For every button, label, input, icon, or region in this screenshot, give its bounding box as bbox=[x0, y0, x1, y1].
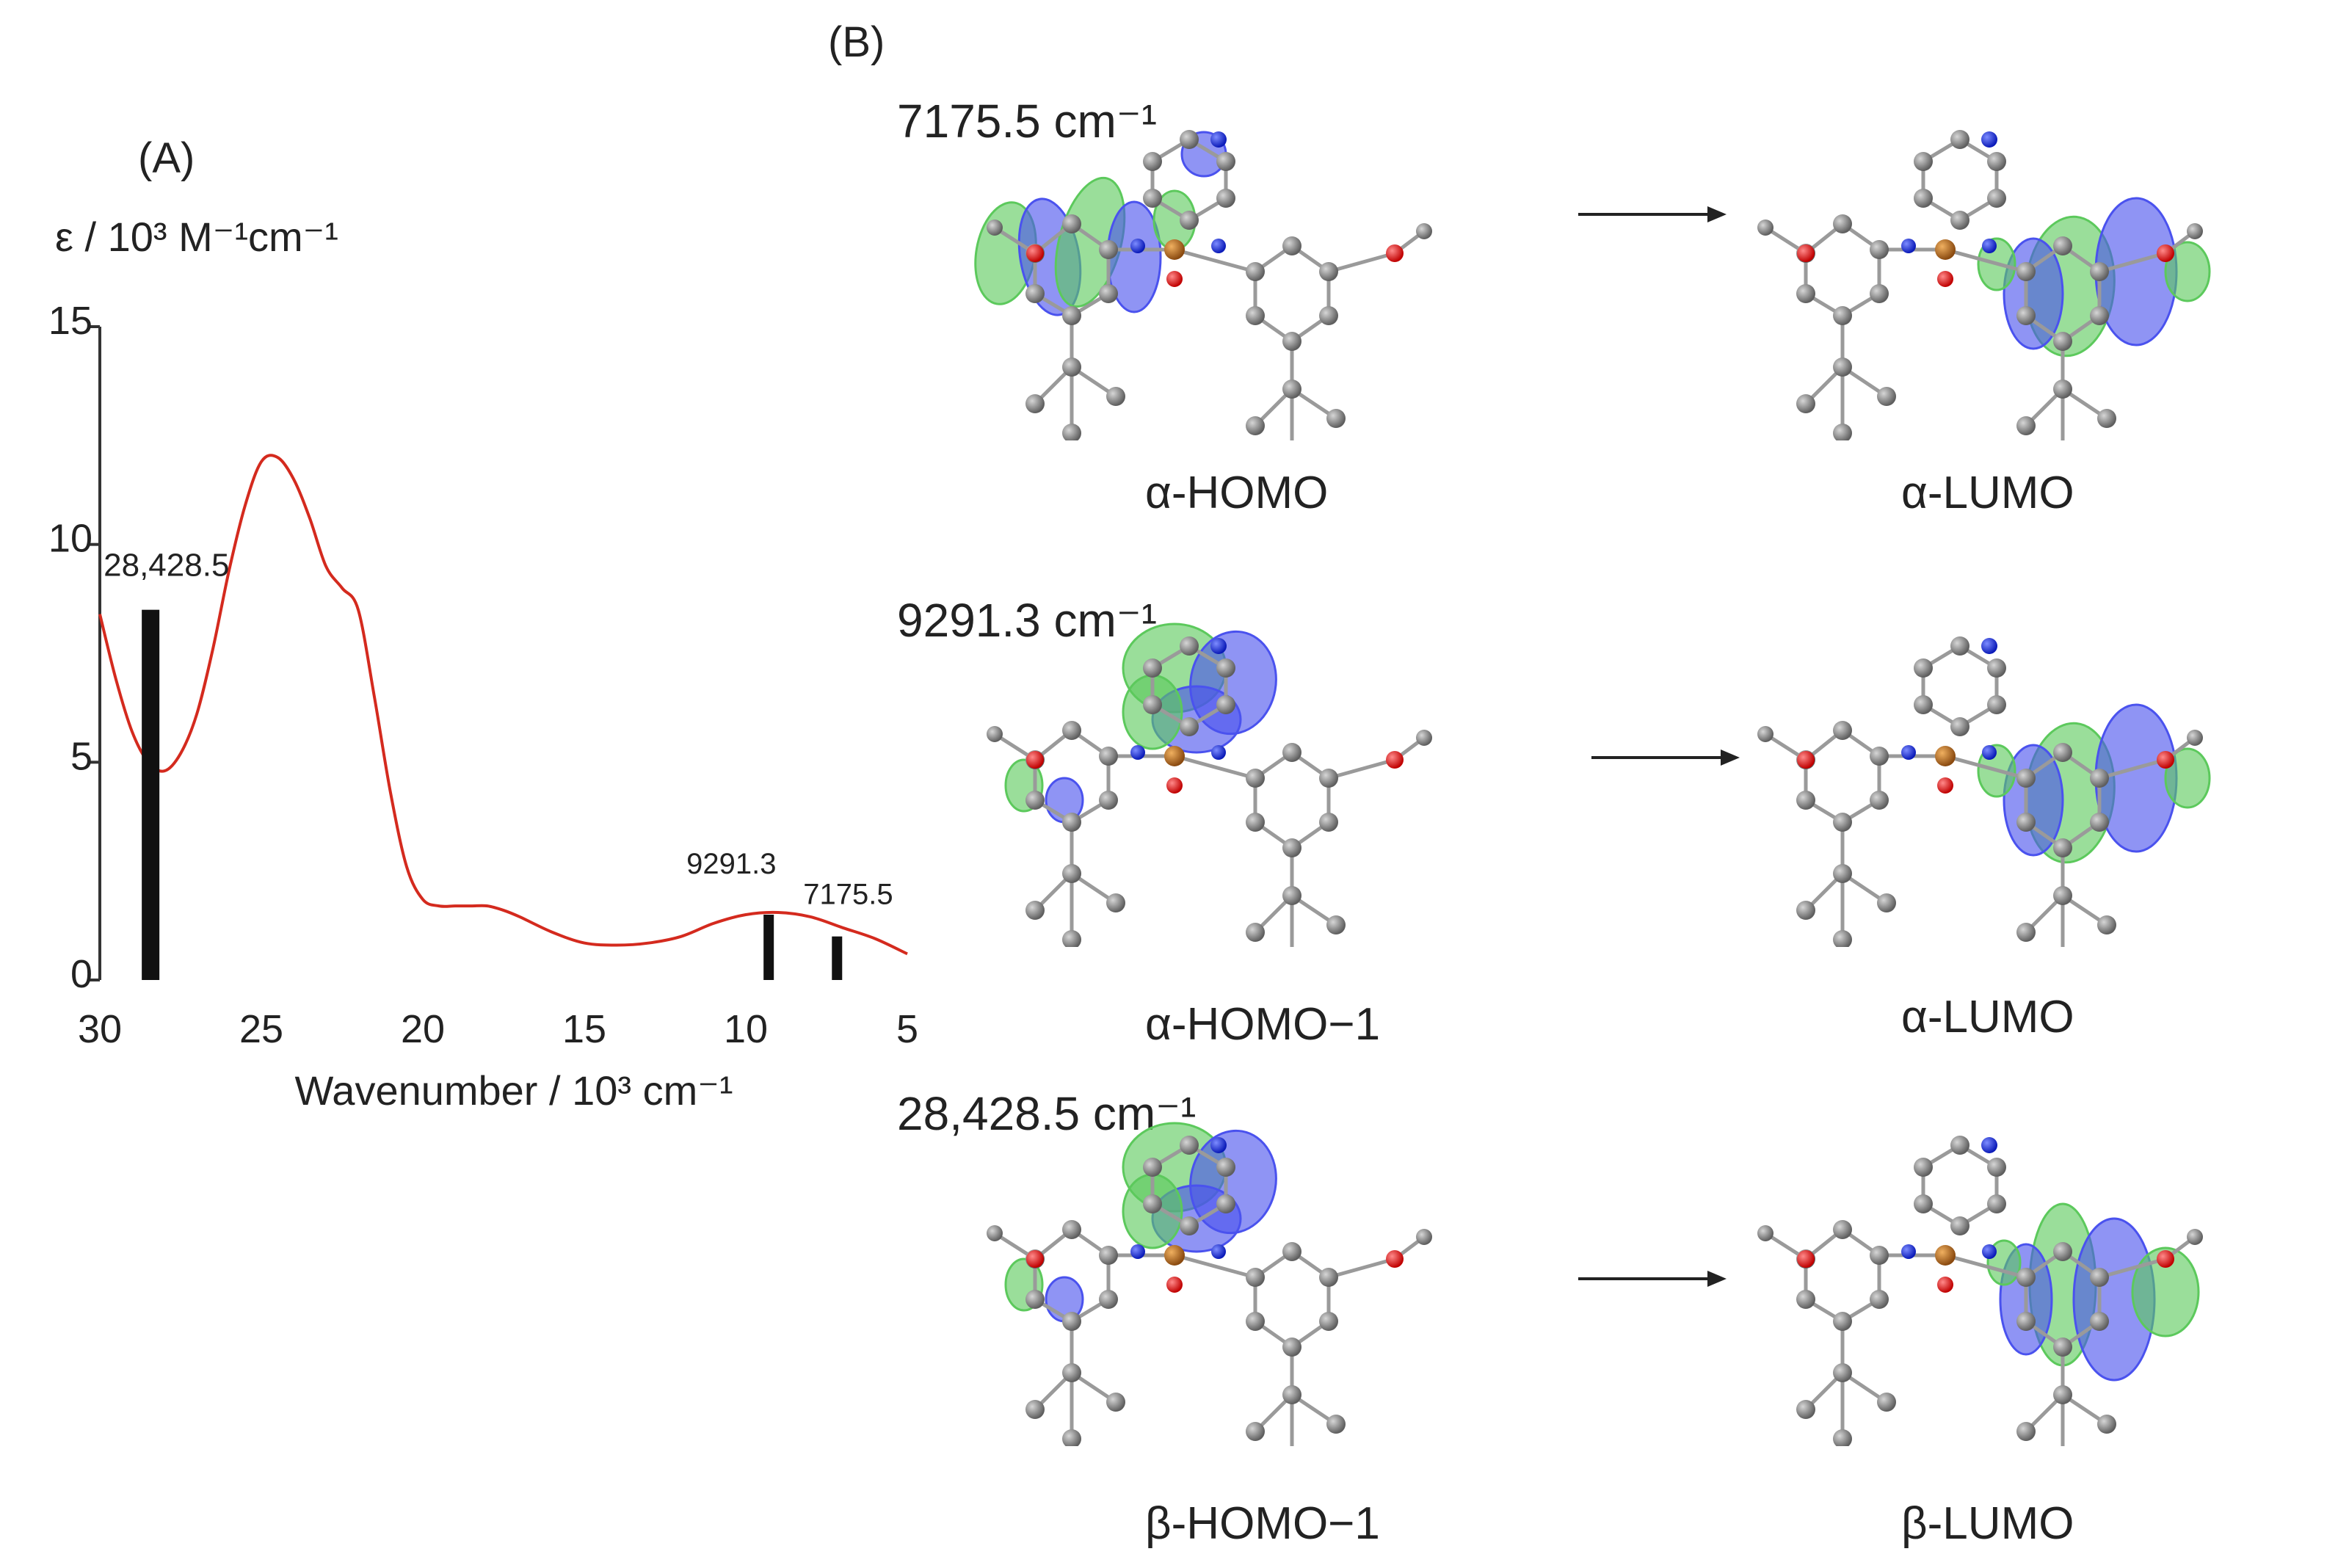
x-tick-label: 5 bbox=[896, 1007, 918, 1051]
transition-stick bbox=[832, 936, 843, 980]
transition-stick bbox=[142, 609, 160, 980]
arrow-head-icon bbox=[1721, 749, 1740, 766]
transition-arrow bbox=[1591, 756, 1724, 759]
spectrum-line bbox=[98, 454, 908, 956]
x-tick-label: 15 bbox=[562, 1007, 606, 1051]
y-tick-label: 5 bbox=[70, 734, 92, 778]
arrow-head-icon bbox=[1707, 1271, 1727, 1287]
y-tick-label: 0 bbox=[70, 952, 92, 996]
stick-label: 7175.5 bbox=[803, 879, 893, 911]
absorption-chart: ε / 10³ M⁻¹cm⁻¹ Wavenumber / 10³ cm⁻¹ 0 5… bbox=[48, 214, 918, 1114]
panel-a-label: (A) bbox=[138, 134, 195, 182]
x-tick-label: 25 bbox=[239, 1007, 283, 1051]
acceptor-orbital-label: α-LUMO bbox=[1901, 468, 2074, 518]
x-axis-label: Wavenumber / 10³ cm⁻¹ bbox=[295, 1067, 733, 1114]
acceptor-orbital-label: β-LUMO bbox=[1901, 1498, 2074, 1549]
arrow-head-icon bbox=[1707, 206, 1727, 222]
donor-orbital-image bbox=[954, 1101, 1512, 1470]
acceptor-orbital-image bbox=[1725, 95, 2283, 465]
x-tick-label: 10 bbox=[724, 1007, 768, 1051]
transition-arrow bbox=[1578, 1277, 1710, 1280]
y-tick-label: 15 bbox=[48, 299, 92, 343]
donor-orbital-label: β-HOMO−1 bbox=[1145, 1498, 1380, 1549]
x-tick-label: 30 bbox=[78, 1007, 122, 1051]
acceptor-orbital-label: α-LUMO bbox=[1901, 992, 2074, 1042]
transition-energy-label: 7175.5 cm⁻¹ bbox=[897, 95, 1157, 148]
y-tick-label: 10 bbox=[48, 517, 92, 561]
donor-orbital-label: α-HOMO−1 bbox=[1145, 999, 1381, 1050]
x-tick-label: 20 bbox=[401, 1007, 445, 1051]
stick-label: 28,428.5 bbox=[104, 548, 229, 584]
y-axis-label: ε / 10³ M⁻¹cm⁻¹ bbox=[55, 214, 338, 260]
transition-stick bbox=[763, 915, 774, 980]
transition-energy-label: 9291.3 cm⁻¹ bbox=[897, 594, 1157, 647]
donor-orbital-image bbox=[954, 602, 1512, 971]
donor-orbital-image bbox=[954, 95, 1512, 465]
acceptor-orbital-image bbox=[1725, 1101, 2283, 1470]
panel-b-label: (B) bbox=[828, 18, 885, 66]
donor-orbital-label: α-HOMO bbox=[1145, 468, 1329, 518]
acceptor-orbital-image bbox=[1725, 602, 2283, 971]
transition-arrow bbox=[1578, 213, 1710, 216]
stick-label: 9291.3 bbox=[686, 848, 776, 880]
